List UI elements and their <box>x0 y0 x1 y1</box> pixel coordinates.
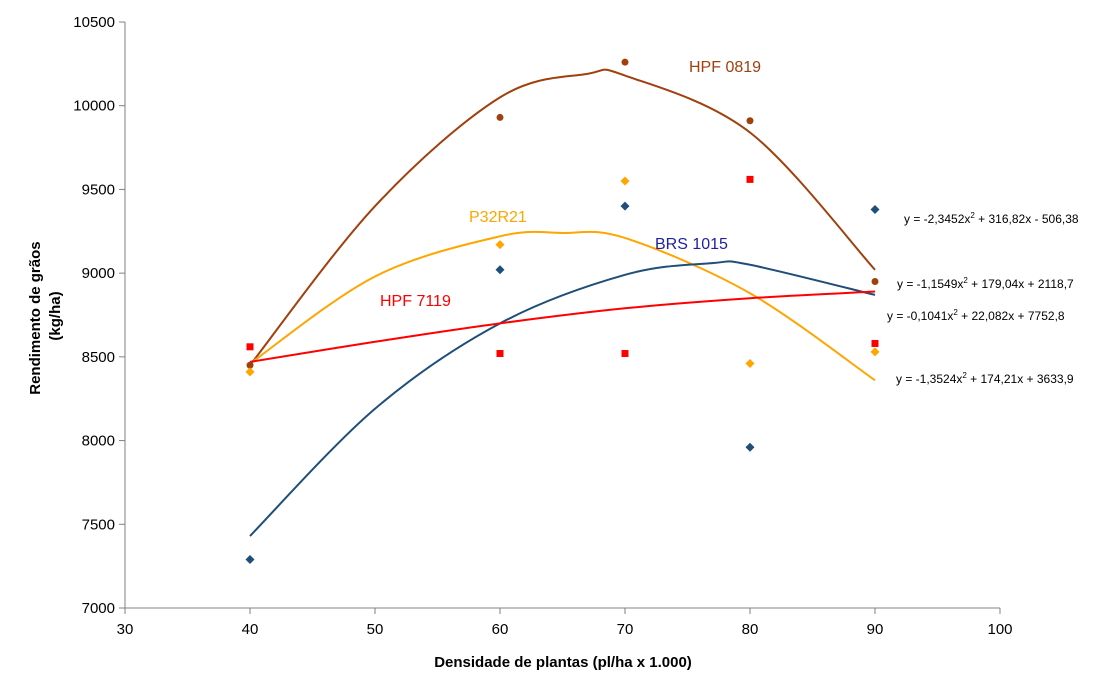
series-label-hpf-0819: HPF 0819 <box>689 59 761 76</box>
series-label-hpf-7119: HPF 7119 <box>380 293 451 310</box>
y-axis-title-line2: (kg/ha) <box>47 291 64 340</box>
point-p32r21 <box>620 176 630 186</box>
trendline-hpf-0819 <box>249 68 876 366</box>
y-tick-label: 7000 <box>82 600 115 617</box>
x-tick-label: 60 <box>492 621 509 638</box>
series-label-brs-1015: BRS 1015 <box>655 236 728 253</box>
point-hpf-7119 <box>246 343 254 351</box>
point-hpf-0819 <box>746 117 754 125</box>
x-tick-label: 80 <box>742 621 759 638</box>
trend-lines <box>249 68 876 537</box>
series-label-p32r21: P32R21 <box>469 209 527 226</box>
data-points <box>245 58 880 564</box>
point-hpf-0819 <box>496 113 504 121</box>
point-hpf-7119 <box>496 350 504 358</box>
point-hpf-0819 <box>871 278 879 286</box>
y-tick-label: 10000 <box>73 98 115 115</box>
point-brs-1015 <box>620 201 630 211</box>
trendline-brs-1015 <box>249 260 876 537</box>
x-axis-title: Densidade de plantas (pl/ha x 1.000) <box>434 654 692 671</box>
y-axis-title: Rendimento de grãos (kg/ha) <box>27 237 64 395</box>
y-tick-label: 7500 <box>82 516 115 533</box>
y-tick-label: 9000 <box>82 265 115 282</box>
point-hpf-7119 <box>746 175 754 183</box>
point-brs-1015 <box>870 205 880 215</box>
point-hpf-7119 <box>871 339 879 347</box>
point-p32r21 <box>870 347 880 357</box>
point-p32r21 <box>245 367 255 377</box>
x-tick-label: 30 <box>117 621 134 638</box>
point-p32r21 <box>495 240 505 250</box>
y-ticks: 7000 7500 8000 8500 9000 9500 10000 10500 <box>73 14 125 617</box>
equation-hpf-0819: y = -2,3452x2 + 316,82x - 506,38 <box>904 211 1079 226</box>
point-hpf-0819 <box>621 58 629 66</box>
equation-p32r21: y = -1,3524x2 + 174,21x + 3633,9 <box>896 371 1074 386</box>
equation-brs-1015: y = -1,1549x2 + 179,04x + 2118,7 <box>897 276 1074 291</box>
trendline-p32r21 <box>249 230 876 382</box>
y-tick-label: 9500 <box>82 181 115 198</box>
y-axis-title-line1: Rendimento de grãos <box>27 241 44 394</box>
point-brs-1015 <box>495 265 505 275</box>
trendline-hpf-7119 <box>249 290 876 363</box>
x-tick-label: 90 <box>867 621 884 638</box>
point-p32r21 <box>745 359 755 369</box>
x-ticks: 30 40 50 60 70 80 90 100 <box>117 608 1013 638</box>
x-tick-label: 50 <box>367 621 384 638</box>
x-tick-label: 40 <box>242 621 259 638</box>
y-tick-label: 8500 <box>82 349 115 366</box>
axes <box>124 22 1000 609</box>
equation-hpf-7119: y = -0,1041x2 + 22,082x + 7752,8 <box>887 308 1065 323</box>
point-hpf-7119 <box>621 350 629 358</box>
y-tick-label: 10500 <box>73 14 115 31</box>
y-tick-label: 8000 <box>82 433 115 450</box>
x-tick-label: 70 <box>617 621 634 638</box>
x-tick-label: 100 <box>987 621 1012 638</box>
point-brs-1015 <box>245 554 255 564</box>
point-brs-1015 <box>745 442 755 452</box>
point-hpf-0819 <box>246 361 254 369</box>
